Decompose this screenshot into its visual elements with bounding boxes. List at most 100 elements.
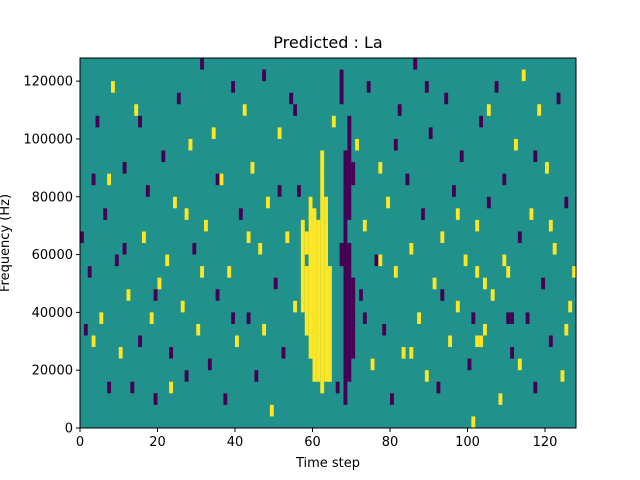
heatmap-cell <box>486 196 491 209</box>
heatmap-cell <box>432 277 437 290</box>
heatmap-cell <box>95 115 100 128</box>
heatmap-cell <box>142 231 146 243</box>
heatmap-cell <box>91 173 96 186</box>
heatmap-cell <box>545 162 549 174</box>
x-axis: 0 20 40 60 80 100 120 <box>76 428 558 450</box>
heatmap-cell <box>138 115 143 128</box>
heatmap-cell <box>568 300 573 313</box>
heatmap-cell <box>277 127 282 139</box>
heatmap-cell <box>564 323 569 336</box>
heatmap-cell <box>533 381 538 394</box>
heatmap-cell <box>169 381 174 394</box>
heatmap-column-run <box>304 231 309 255</box>
heatmap-cell <box>475 335 480 348</box>
y-axis: 0 20000 40000 60000 80000 100000 120000 <box>23 75 80 437</box>
heatmap-cell <box>409 243 414 255</box>
heatmap-cell <box>455 208 460 220</box>
y-tick-label: 0 <box>65 422 73 437</box>
heatmap-cell <box>463 254 468 267</box>
heatmap-cell <box>424 370 429 382</box>
heatmap-cell <box>521 69 526 82</box>
heatmap-cell <box>277 185 282 197</box>
heatmap-cell <box>335 381 340 394</box>
heatmap-cell <box>393 138 398 151</box>
heatmap-cell <box>424 81 429 93</box>
heatmap-cell <box>215 173 220 186</box>
heatmap-cell <box>297 185 301 197</box>
heatmap-cell <box>479 335 484 348</box>
heatmap-cell <box>413 58 418 70</box>
heatmap-cell <box>122 162 127 174</box>
heatmap-cell <box>204 219 208 232</box>
heatmap-cell <box>246 312 251 324</box>
heatmap-cell <box>258 243 263 255</box>
heatmap-cell <box>293 300 298 313</box>
x-tick-label: 0 <box>76 435 84 450</box>
heatmap-cell <box>262 323 267 336</box>
heatmap-column-run <box>351 162 356 186</box>
plot-frame <box>79 57 577 429</box>
heatmap-cell <box>374 254 379 267</box>
heatmap-cell <box>254 370 259 382</box>
heatmap-cell <box>409 347 414 359</box>
heatmap-cell <box>506 266 511 278</box>
heatmap-cell <box>91 335 96 348</box>
heatmap-cell <box>548 335 553 348</box>
heatmap-column-run <box>347 243 352 382</box>
heatmap-cell <box>207 358 212 371</box>
heatmap-cell <box>510 347 515 359</box>
heatmap-cell <box>227 266 232 278</box>
heatmap-cell <box>475 266 480 278</box>
heatmap-column-run <box>324 196 329 382</box>
heatmap-cell <box>498 393 503 405</box>
heatmap-cell <box>246 231 251 243</box>
heatmap-cell <box>165 254 170 267</box>
heatmap-cell <box>510 312 515 324</box>
y-axis-label: Frequency (Hz) <box>0 194 13 292</box>
heatmap-cell <box>80 231 84 243</box>
heatmap-cell <box>525 312 530 324</box>
heatmap-cell <box>475 219 480 232</box>
heatmap-cell <box>359 289 363 301</box>
heatmap-cell <box>176 92 181 105</box>
x-tick-label: 100 <box>455 435 480 450</box>
heatmap-cell <box>405 173 410 186</box>
x-tick-label: 80 <box>382 435 399 450</box>
heatmap-cell <box>211 127 216 139</box>
heatmap-cell <box>502 173 507 186</box>
heatmap-cell <box>184 370 189 382</box>
heatmap-cell <box>471 416 476 428</box>
heatmap-cell <box>572 266 577 278</box>
heatmap-cell <box>161 150 166 163</box>
heatmap-cell <box>517 231 522 243</box>
heatmap-cell <box>378 162 383 174</box>
heatmap-cell <box>87 266 92 278</box>
heatmap-cell <box>269 404 274 417</box>
heatmap-cell <box>483 323 487 336</box>
heatmap-cell <box>448 335 453 348</box>
heatmap-cell <box>281 347 286 359</box>
heatmap-column-run <box>320 150 325 174</box>
heatmap-cell <box>421 208 425 220</box>
heatmap-cell <box>242 104 247 116</box>
heatmap-column-run <box>308 196 313 359</box>
heatmap-cell <box>103 208 108 220</box>
heatmap-column-run <box>343 150 348 405</box>
heatmap-cell <box>238 208 243 220</box>
heatmap-cell <box>560 370 565 382</box>
heatmap-column-run <box>339 243 344 267</box>
heatmap-cell <box>192 243 197 255</box>
heatmap-cell <box>548 219 553 232</box>
heatmap-column-run <box>316 219 321 382</box>
heatmap-cell <box>467 358 472 371</box>
heatmap-cell <box>188 138 193 151</box>
heatmap-cell <box>169 347 174 359</box>
heatmap-cell <box>362 312 367 324</box>
heatmap-cell <box>506 312 511 324</box>
x-tick-label: 120 <box>533 435 558 450</box>
x-tick-label: 60 <box>304 435 321 450</box>
heatmap-cell <box>114 254 119 267</box>
x-axis-label: Time step <box>295 456 360 471</box>
heatmap-cell <box>126 289 131 301</box>
